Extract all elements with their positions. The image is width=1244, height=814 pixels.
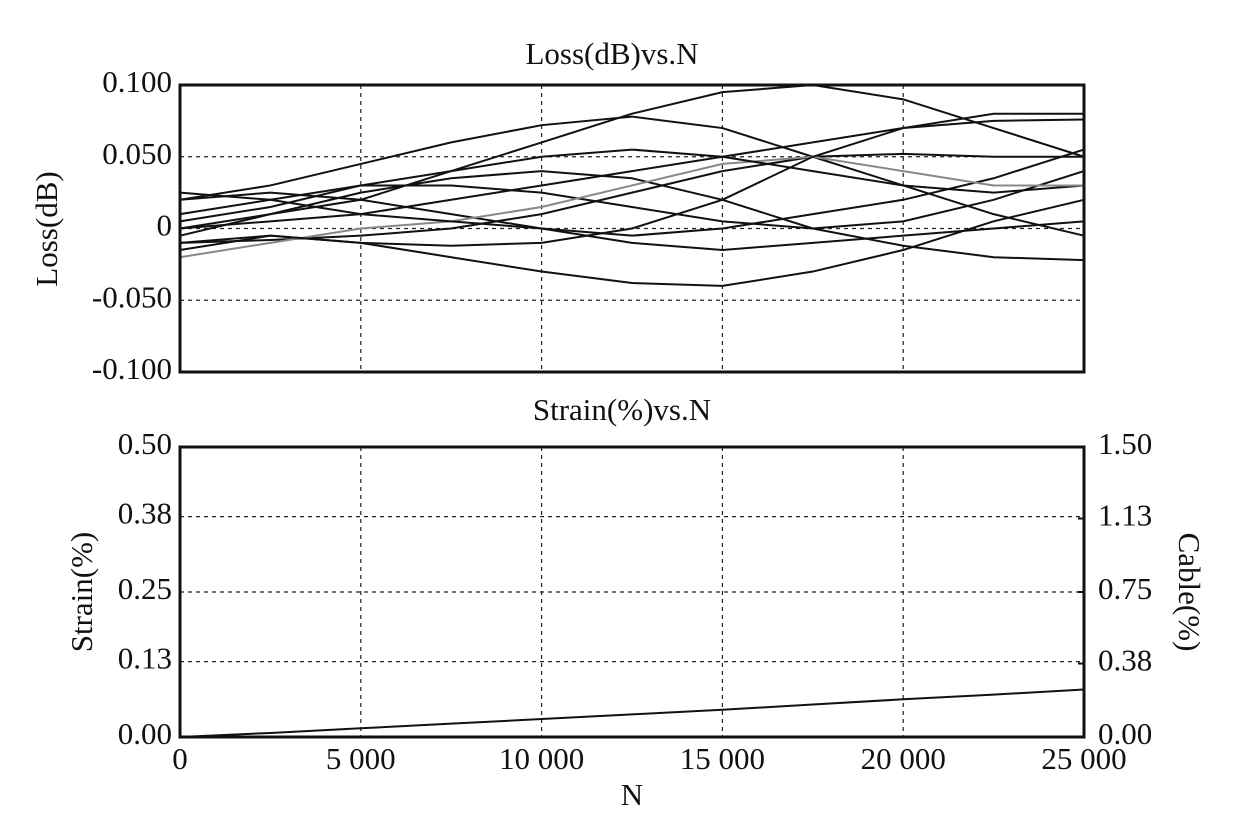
y2-tick-label: 1.50 [1098,426,1152,461]
y2-tick-label: 1.13 [1098,498,1152,533]
line [179,170,1085,262]
x-tick-label: 10 000 [499,741,584,776]
line [179,115,1085,201]
y2-tick-label: 0.00 [1098,716,1152,751]
y-tick-label: 0.050 [102,136,172,171]
y-tick-label: -0.050 [92,279,172,314]
line [179,148,1085,237]
line [179,83,1085,230]
chart-title: Loss(dB)vs.N [525,36,698,71]
y-tick-label: 0.100 [102,64,172,99]
line [179,170,1085,230]
x-tick-label: 25 000 [1041,741,1126,776]
x-axis-label: N [621,777,643,812]
chart-title: Strain(%)vs.N [533,392,711,427]
x-tick-label: 5 000 [326,741,396,776]
x-tick-label: 20 000 [861,741,946,776]
line [179,148,1085,237]
y-tick-label: 0.13 [118,641,172,676]
y-tick-label: 0 [157,208,173,243]
y2-tick-label: 0.38 [1098,643,1152,678]
y-tick-label: 0.50 [118,426,172,461]
plot-frame [178,83,1086,374]
plot-frame [178,445,1086,739]
line [179,118,1085,230]
x-tick-label: 15 000 [680,741,765,776]
y-tick-label: 0.00 [118,716,172,751]
line [179,688,1085,738]
x-tick-label: 0 [172,741,188,776]
y-tick-label: -0.100 [92,351,172,386]
y-tick-label: 0.38 [118,496,172,531]
y2-axis-label: Cable(%) [1172,533,1207,652]
y2-tick-label: 0.75 [1098,571,1152,606]
y-tick-label: 0.25 [118,571,172,606]
line [179,112,1084,252]
line [179,191,1085,252]
y-axis-label: Loss(dB) [29,171,64,286]
line [179,155,1084,259]
line [179,152,1084,244]
y-axis-label: Strain(%) [64,532,99,653]
